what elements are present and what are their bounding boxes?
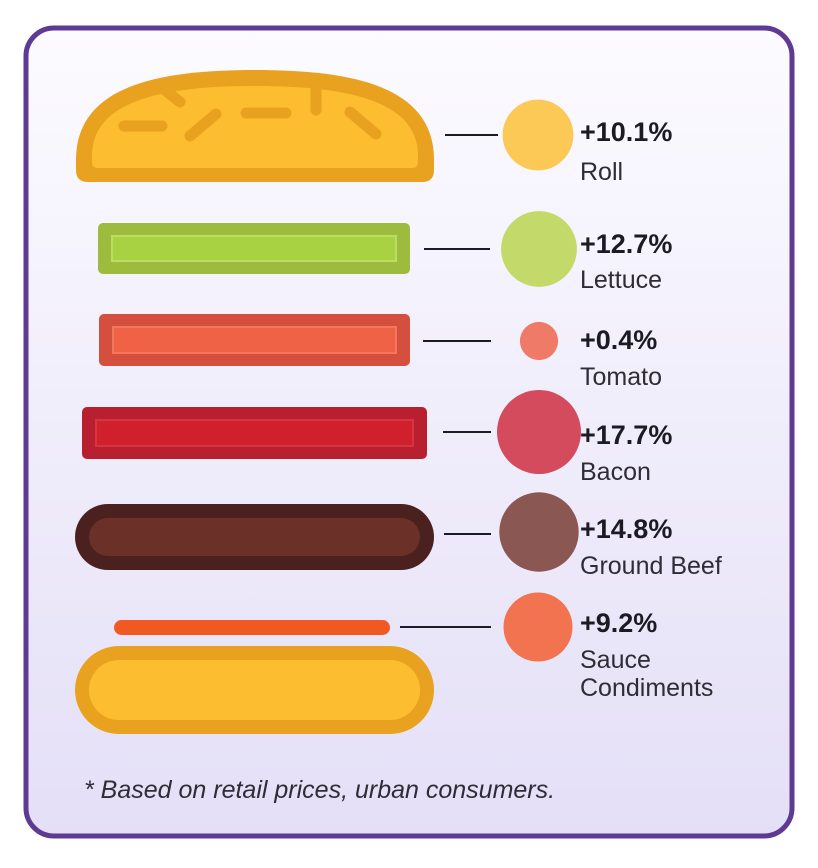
change-value: +10.1% <box>580 117 672 147</box>
ingredient-name: Ground Beef <box>580 552 722 580</box>
top-bun <box>76 70 434 182</box>
change-bubble <box>501 211 577 287</box>
burger-illustration <box>75 70 434 734</box>
change-value: +0.4% <box>580 325 657 355</box>
price-change-legend: +10.1%Roll+12.7%Lettuce+0.4%Tomato+17.7%… <box>400 99 722 702</box>
change-bubble <box>503 592 573 662</box>
legend-row: +0.4% Tomato <box>423 321 662 391</box>
tomato-layer <box>99 314 410 366</box>
lettuce-layer <box>98 223 410 274</box>
change-value: +12.7% <box>580 229 672 259</box>
ingredient-name: Condiments <box>580 674 713 702</box>
legend-row: +17.7% Bacon <box>443 390 672 486</box>
change-bubble <box>502 99 574 171</box>
sauce-line <box>114 620 390 635</box>
legend-row: +14.8% Ground Beef <box>444 492 722 580</box>
change-value: +14.8% <box>580 514 672 544</box>
change-value: +17.7% <box>580 420 672 450</box>
beef-patty <box>75 504 434 570</box>
ingredient-name: Lettuce <box>580 266 662 294</box>
bacon-layer <box>82 407 427 459</box>
legend-row: +10.1% Roll <box>445 99 672 186</box>
sesame-seeds <box>118 80 382 142</box>
change-bubble <box>499 492 579 572</box>
footnote: * Based on retail prices, urban consumer… <box>84 776 555 804</box>
ingredient-name: Tomato <box>580 363 662 391</box>
change-bubble <box>497 390 581 474</box>
ingredient-name: Sauce <box>580 646 651 674</box>
ingredient-name: Roll <box>580 158 623 186</box>
legend-row: +12.7% Lettuce <box>424 211 672 294</box>
bottom-bun <box>75 646 434 734</box>
change-value: +9.2% <box>580 608 657 638</box>
ingredient-name: Bacon <box>580 458 651 486</box>
change-bubble <box>519 321 559 361</box>
